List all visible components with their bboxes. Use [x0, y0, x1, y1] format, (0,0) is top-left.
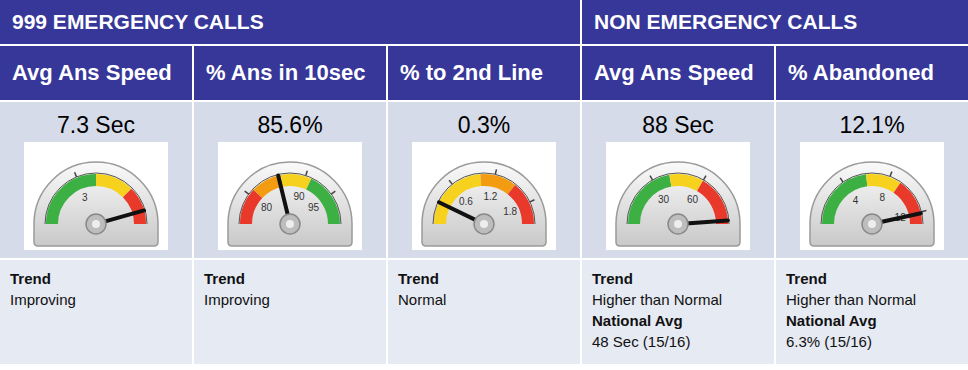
- tick: [306, 171, 308, 176]
- gauge: 80 9095: [218, 142, 362, 250]
- tick: [75, 172, 77, 177]
- band: [481, 180, 512, 190]
- tick-label: 1.8: [503, 206, 517, 217]
- tick-label: 90: [293, 191, 305, 202]
- gauge: 30 60: [606, 142, 750, 250]
- annotation-label: National Avg: [786, 310, 958, 331]
- gauge-cell: 85.6% 80 9095: [194, 102, 386, 258]
- gauge-cell: 0.3% 0.6 1.2 1.8: [388, 102, 580, 258]
- annotation-text: Improving: [204, 289, 376, 310]
- annotation-text: 48 Sec (15/16): [592, 331, 764, 352]
- band: [867, 180, 897, 188]
- gauge-cell: 7.3 Sec 3: [0, 102, 192, 258]
- gauge: 0.6 1.2 1.8: [412, 142, 556, 250]
- annotation-cell: TrendImproving: [194, 260, 386, 364]
- annotation-label: Trend: [398, 268, 570, 289]
- annotation-label: Trend: [10, 268, 182, 289]
- gauge: 3: [24, 142, 168, 250]
- annotation-text: Normal: [398, 289, 570, 310]
- value-label: 0.3%: [388, 112, 580, 139]
- tick-label: 60: [687, 194, 699, 205]
- tick: [704, 176, 707, 180]
- tick-label: 95: [308, 202, 320, 213]
- annotation-cell: TrendHigher than NormalNational Avg48 Se…: [582, 260, 774, 364]
- group-header: NON EMERGENCY CALLS: [582, 0, 968, 44]
- value-label: 7.3 Sec: [0, 112, 192, 139]
- tick-label: 80: [261, 202, 273, 213]
- tick: [245, 191, 249, 194]
- hub-center: [92, 220, 100, 228]
- annotation-text: Improving: [10, 289, 182, 310]
- column-title: % Abandoned: [776, 46, 968, 100]
- annotation-text: Higher than Normal: [786, 289, 958, 310]
- tick-label: 0.6: [459, 196, 473, 207]
- tick-label: 30: [658, 194, 670, 205]
- band: [700, 186, 722, 224]
- value-label: 12.1%: [776, 112, 968, 139]
- tick-label: 4: [853, 195, 859, 206]
- band: [127, 193, 140, 224]
- band: [309, 184, 334, 224]
- hub: [862, 214, 882, 234]
- band: [282, 180, 309, 184]
- gauge-cell: 88 Sec 30 60: [582, 102, 774, 258]
- annotation-label: Trend: [204, 268, 376, 289]
- gauge-body: [422, 162, 546, 246]
- hub: [280, 214, 300, 234]
- value-label: 85.6%: [194, 112, 386, 139]
- tick: [449, 180, 452, 184]
- annotation-text: 6.3% (15/16): [786, 331, 958, 352]
- gauge-cell: 12.1%4812: [776, 102, 968, 258]
- tick-label: 8: [880, 192, 886, 203]
- tick: [495, 169, 496, 174]
- hub-center: [286, 220, 294, 228]
- band: [96, 180, 127, 193]
- tick: [650, 176, 653, 180]
- tick-label: 3: [82, 192, 88, 203]
- gauge-frame: [800, 142, 944, 250]
- band: [634, 181, 670, 224]
- annotation-cell: TrendNormal: [388, 260, 580, 364]
- gauge: 4812: [800, 142, 944, 250]
- tick: [840, 178, 843, 182]
- tick: [890, 172, 892, 177]
- annotation-cell: TrendImproving: [0, 260, 192, 364]
- gauge-frame: [606, 142, 750, 250]
- band: [828, 180, 867, 224]
- gauge-body: [810, 162, 934, 246]
- gauge-frame: [218, 142, 362, 250]
- hub-center: [674, 220, 682, 228]
- tick: [331, 191, 335, 194]
- gauge-body: [34, 162, 158, 246]
- band: [246, 194, 258, 224]
- annotation-label: Trend: [592, 268, 764, 289]
- column-title: Avg Ans Speed: [582, 46, 774, 100]
- gauge-body: [616, 162, 740, 246]
- hub: [474, 214, 494, 234]
- value-label: 88 Sec: [582, 112, 774, 139]
- gauge-frame: [412, 142, 556, 250]
- band: [670, 180, 700, 186]
- column-title: % to 2nd Line: [388, 46, 580, 100]
- annotation-cell: TrendHigher than NormalNational Avg6.3% …: [776, 260, 968, 364]
- group-header: 999 EMERGENCY CALLS: [0, 0, 580, 44]
- gauge-frame: [24, 142, 168, 250]
- tick: [530, 200, 535, 202]
- gauge-body: [228, 162, 352, 246]
- hub-center: [868, 220, 876, 228]
- tick: [922, 211, 927, 212]
- hub: [668, 214, 688, 234]
- annotation-text: Higher than Normal: [592, 289, 764, 310]
- annotation-label: Trend: [786, 268, 958, 289]
- tick-label: 1.2: [484, 191, 498, 202]
- column-title: Avg Ans Speed: [0, 46, 192, 100]
- column-title: % Ans in 10sec: [194, 46, 386, 100]
- hub-center: [480, 220, 488, 228]
- hub: [86, 214, 106, 234]
- annotation-label: National Avg: [592, 310, 764, 331]
